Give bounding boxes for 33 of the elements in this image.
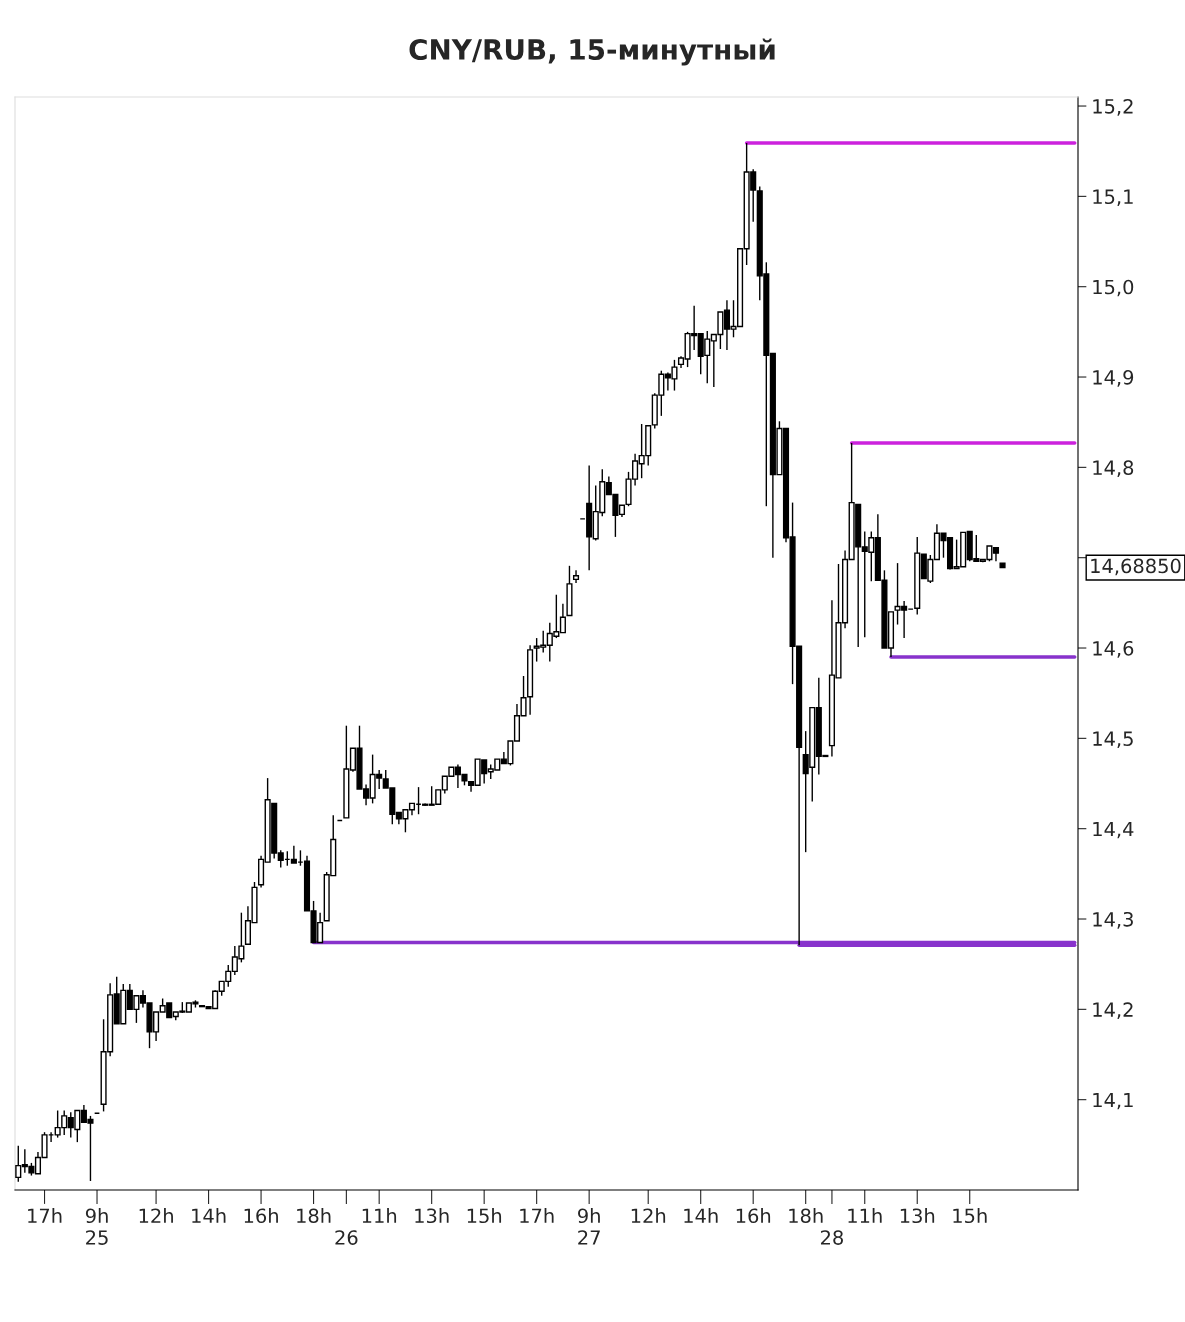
y-tick-label: 14,9 [1093, 369, 1134, 387]
x-tick-label: 12h [631, 1208, 666, 1223]
x-tick-label: 13h [415, 1208, 449, 1224]
x-tick-label: 9h 25 [85, 1208, 108, 1245]
text: 14,68850 [1091, 558, 1181, 576]
x-tick-label: 14h [684, 1208, 718, 1223]
y-tick-label: 15,2 [1093, 98, 1133, 116]
x-tick-label: 15h [953, 1208, 987, 1224]
x-tick-label: 13h [900, 1208, 935, 1224]
y-tick-label: 14,8 [1093, 460, 1134, 477]
y-tick-label: 15,1 [1093, 189, 1133, 207]
x-tick-label: 11h [848, 1208, 882, 1223]
x-tick-label: 16h [244, 1208, 278, 1224]
y-tick-label: 14,3 [1093, 911, 1133, 929]
x-tick-label: 11h [362, 1208, 397, 1223]
y-tick-label: 14,6 [1093, 640, 1134, 658]
x-tick-label: 17h [28, 1208, 62, 1223]
x-tick-label: 15h [467, 1208, 502, 1224]
x-tick-label: 17h [520, 1208, 554, 1223]
y-tick-label: 15,0 [1093, 279, 1134, 297]
x-tick-label: 12h [139, 1208, 173, 1223]
x-tick-label: 18h [297, 1208, 331, 1224]
y-tick-label: 14,5 [1093, 731, 1133, 748]
y-tick-label: 14,1 [1093, 1092, 1133, 1110]
x-tick-label: 14h [192, 1208, 226, 1223]
x-tick-label: 26 [335, 1230, 358, 1245]
y-tick-label: 14,2 [1093, 1002, 1133, 1019]
x-tick-label: 28 [820, 1230, 843, 1245]
x-tick-label: 18h [789, 1208, 823, 1224]
y-tick-label: 14,4 [1093, 821, 1134, 839]
x-tick-label: 16h [736, 1208, 771, 1224]
chart-title: CNY/RUB, 15-минутный [409, 38, 775, 66]
x-tick-label: 9h 27 [578, 1208, 600, 1245]
